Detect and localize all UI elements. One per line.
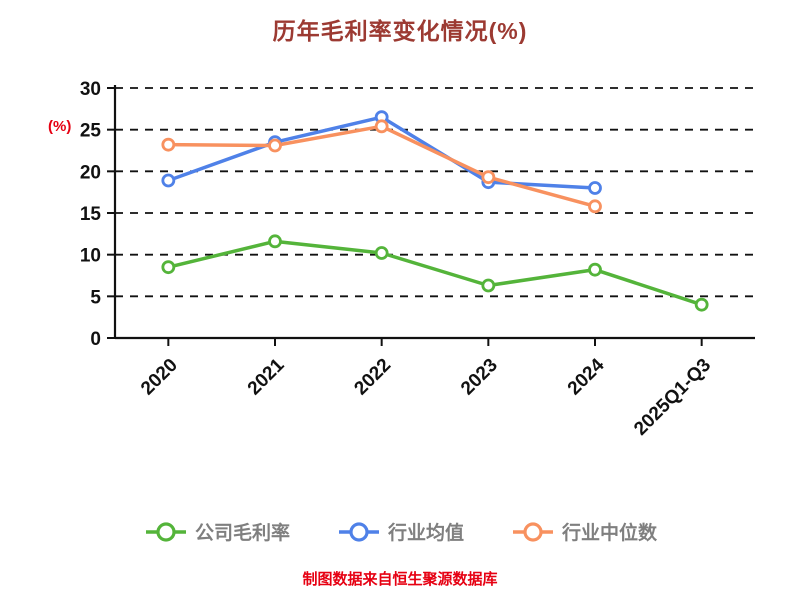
y-tick-label: 10	[80, 246, 101, 267]
legend-item-company-margin: 公司毛利率	[143, 518, 290, 545]
y-axis-unit-label: (%)	[48, 118, 72, 135]
data-point	[374, 119, 389, 134]
y-tick-label: 0	[90, 329, 101, 350]
x-tick-label: 2020	[137, 355, 182, 400]
data-point	[268, 234, 282, 249]
y-tick-label: 30	[80, 79, 101, 100]
y-tick-label: 20	[80, 162, 101, 183]
legend: 公司毛利率 行业均值 行业中位数	[0, 518, 800, 545]
y-tick-label: 25	[80, 121, 102, 142]
x-tick-label: 2021	[244, 354, 289, 399]
data-point	[374, 246, 389, 260]
data-point	[481, 170, 496, 185]
line-marker-icon	[338, 521, 379, 542]
line-marker-icon	[145, 521, 186, 542]
data-point	[694, 297, 709, 312]
data-point	[588, 181, 602, 195]
data-point	[268, 138, 282, 153]
x-tick-label: 2023	[457, 355, 502, 400]
x-tick-label: 2025Q1-Q3	[630, 355, 715, 440]
data-point	[161, 260, 176, 275]
series-line	[166, 124, 597, 209]
series-line	[166, 239, 704, 307]
x-tick-label: 2022	[350, 355, 395, 400]
legend-item-industry-median: 行业中位数	[510, 518, 657, 545]
data-point	[588, 199, 602, 214]
chart-title: 历年毛利率变化情况(%)	[272, 18, 528, 44]
data-point	[161, 173, 176, 188]
data-point	[588, 262, 602, 277]
line-marker-icon	[513, 521, 553, 542]
legend-item-industry-mean: 行业均值	[336, 518, 464, 545]
legend-label-industry-mean: 行业均值	[387, 523, 464, 544]
x-tick-label: 2024	[564, 354, 609, 399]
legend-label-company-margin: 公司毛利率	[194, 523, 290, 544]
data-point	[481, 278, 496, 293]
y-tick-label: 15	[80, 204, 102, 225]
legend-label-industry-median: 行业中位数	[562, 523, 658, 544]
data-source-note: 制图数据来自恒生聚源数据库	[302, 571, 498, 588]
y-tick-label: 5	[90, 287, 101, 308]
data-point	[161, 137, 176, 152]
